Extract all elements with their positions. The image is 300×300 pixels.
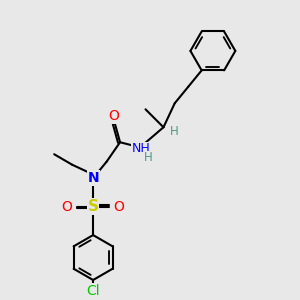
Text: O: O bbox=[109, 109, 119, 123]
Text: NH: NH bbox=[132, 142, 150, 155]
Text: O: O bbox=[114, 200, 124, 214]
Text: Cl: Cl bbox=[86, 284, 100, 298]
Text: H: H bbox=[169, 125, 178, 138]
Text: S: S bbox=[88, 199, 99, 214]
Text: N: N bbox=[87, 171, 99, 185]
Text: O: O bbox=[61, 200, 73, 214]
Text: H: H bbox=[143, 151, 152, 164]
